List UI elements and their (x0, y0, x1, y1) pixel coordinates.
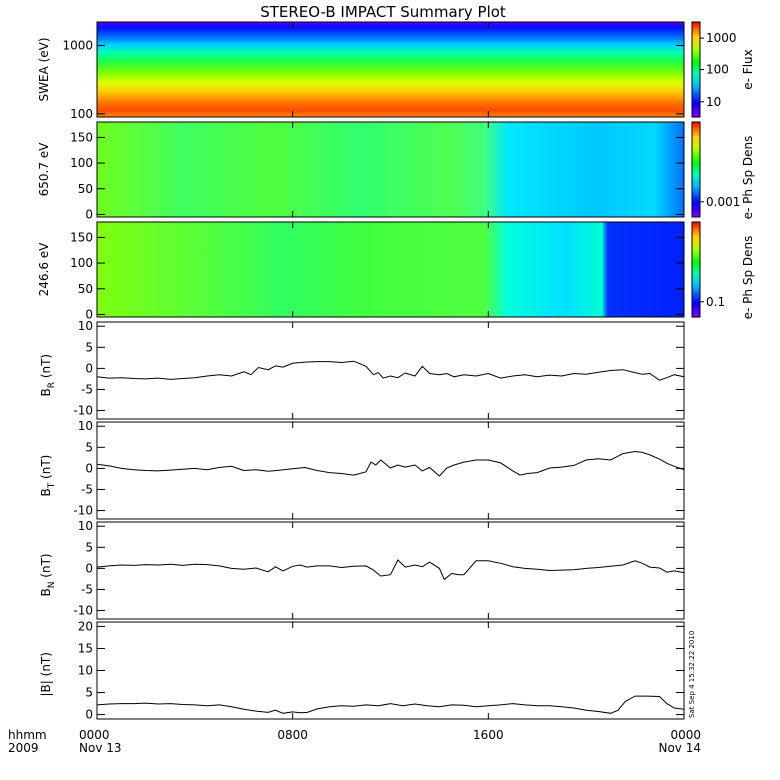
swea-image (97, 22, 684, 117)
pad246-ytick-label-1: 50 (78, 282, 93, 296)
swea-cb-tick-label-0: 1000 (706, 31, 737, 45)
pad246-ytick-label-0: 0 (85, 307, 93, 321)
bn-ytick-label-4: 10 (78, 519, 93, 533)
bn-ylabel: BN (nT) (39, 553, 57, 596)
pad246-cb-tick-label-0: 0.1 (706, 295, 725, 309)
br-ylabel: BR (nT) (39, 354, 57, 397)
br-series-line (96, 360, 685, 381)
spectrogram-pad246: 0 50 100 150 246.6 eV 0.1 e- Ph Sp Dens (37, 221, 755, 321)
pad246-frame (96, 221, 685, 318)
swea-colorbar (691, 21, 701, 118)
swea-cb-tick-label-2: 10 (706, 95, 721, 109)
bmag-series-line (96, 695, 685, 714)
pad650-colorbar (691, 121, 701, 218)
bmag-ylabel-main: |B| (39, 680, 53, 696)
pad650-ytick-label-2: 100 (70, 156, 93, 170)
bmag-ytick-label-2: 10 (78, 664, 93, 678)
x-corner-label-top: hhmm (8, 728, 47, 742)
timestamp-note: Sat Sep 4 15:32:22 2010 (688, 631, 696, 718)
bmag-ytick-label-0: 0 (85, 708, 93, 722)
bt-frame (96, 421, 685, 520)
x-tick-label-3: 0000 (670, 728, 701, 742)
pad650-cb-tick-label-0: 0.001 (706, 195, 740, 209)
bt-ytick-label-3: 5 (85, 440, 93, 454)
pad650-ytick-label-1: 50 (78, 182, 93, 196)
pad246-ytick-label-3: 150 (70, 230, 93, 244)
br-ylabel-main: B (39, 388, 53, 396)
bmag-ylabel-unit: (nT) (39, 652, 53, 680)
bt-ylabel: BT (nT) (39, 455, 57, 497)
panel-bn: -10 -5 0 5 10 BN (nT) (39, 519, 685, 620)
br-ytick-label-2: 0 (85, 361, 93, 375)
pad246-image (97, 222, 684, 317)
spectrogram-pad650: 0 50 100 150 650.7 eV 0.001 e- Ph Sp Dens (37, 121, 755, 221)
bt-ylabel-unit: (nT) (39, 455, 53, 483)
swea-ytick-label-0: 100 (70, 107, 93, 121)
bn-ytick-label-1: -5 (81, 582, 93, 596)
x-tick-date-3: Nov 14 (658, 741, 701, 755)
spectrogram-swea: 100 1000 SWEA (eV) 1000 100 10 e- Flux (37, 21, 755, 121)
bn-ytick-label-0: -10 (73, 604, 93, 618)
pad246-ylabel: 246.6 eV (37, 242, 51, 297)
bn-ytick-label-3: 5 (85, 540, 93, 554)
pad650-ytick-label-0: 0 (85, 207, 93, 221)
bt-series-line (96, 450, 685, 477)
br-ytick-label-1: -5 (81, 382, 93, 396)
bt-ytick-label-0: -10 (73, 504, 93, 518)
bmag-ylabel: |B| (nT) (39, 652, 53, 696)
swea-frame (96, 21, 685, 118)
x-tick-label-0: 0000 (79, 728, 110, 742)
pad246-ytick-label-2: 100 (70, 256, 93, 270)
swea-cb-tick-label-1: 100 (706, 63, 729, 77)
br-ytick-label-0: -10 (73, 404, 93, 418)
bmag-ytick-label-3: 15 (78, 641, 93, 655)
pad650-colorbar-label: e- Ph Sp Dens (741, 136, 755, 220)
bt-ylabel-main: B (39, 488, 53, 496)
br-ylabel-sub: R (47, 382, 57, 388)
br-ytick-label-4: 10 (78, 319, 93, 333)
panel-bmag: 0 5 10 15 20 |B| (nT) (39, 619, 685, 722)
bn-frame (96, 521, 685, 620)
bn-ylabel-main: B (39, 588, 53, 596)
bmag-ytick-label-4: 20 (78, 619, 93, 633)
pad650-ylabel: 650.7 eV (37, 142, 51, 197)
x-corner-label-bottom: 2009 (8, 741, 39, 755)
bn-ylabel-unit: (nT) (39, 553, 53, 581)
bn-ylabel-sub: N (47, 582, 57, 589)
pad246-colorbar-label: e- Ph Sp Dens (741, 236, 755, 320)
bmag-ytick-label-1: 5 (85, 686, 93, 700)
pad246-colorbar (691, 221, 701, 318)
x-tick-label-2: 1600 (473, 728, 504, 742)
panel-br: -10 -5 0 5 10 BR (nT) (39, 319, 685, 420)
br-frame (96, 321, 685, 420)
pad650-frame (96, 121, 685, 218)
x-tick-date-0: Nov 13 (79, 741, 122, 755)
swea-ylabel: SWEA (eV) (37, 37, 51, 101)
bt-ytick-label-4: 10 (78, 419, 93, 433)
bn-ytick-label-2: 0 (85, 561, 93, 575)
bt-ylabel-sub: T (47, 482, 57, 489)
bt-ytick-label-2: 0 (85, 461, 93, 475)
chart-title: STEREO-B IMPACT Summary Plot (260, 3, 506, 21)
swea-ytick-label-1: 1000 (62, 38, 93, 52)
x-tick-label-1: 0800 (277, 728, 308, 742)
br-ylabel-unit: (nT) (39, 354, 53, 382)
pad650-image (97, 122, 684, 217)
br-ytick-label-3: 5 (85, 340, 93, 354)
pad650-ytick-label-3: 150 (70, 130, 93, 144)
bn-series-line (96, 559, 685, 581)
swea-colorbar-label: e- Flux (741, 49, 755, 89)
bt-ytick-label-1: -5 (81, 482, 93, 496)
panel-bt: -10 -5 0 5 10 BT (nT) (39, 419, 685, 520)
